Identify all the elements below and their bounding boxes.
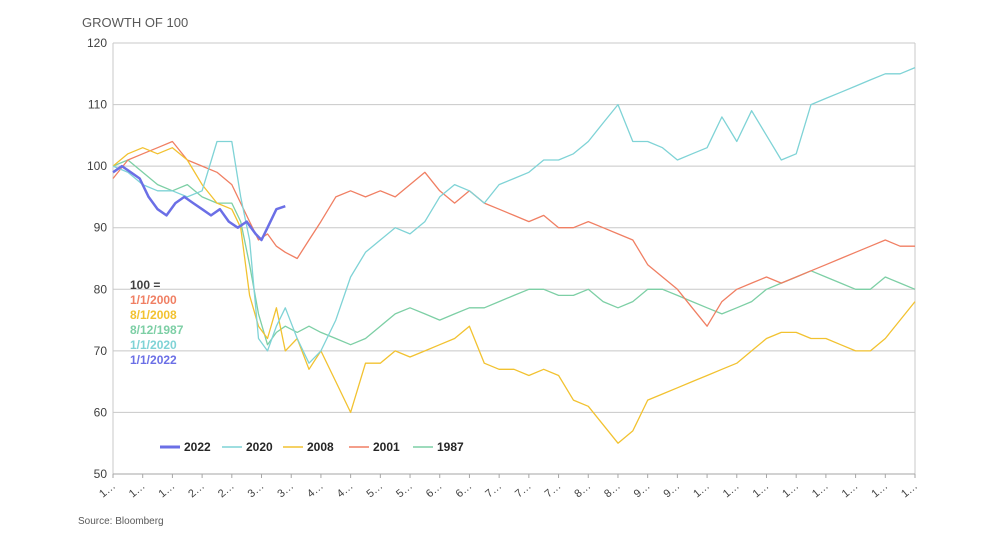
source-note: Source: Bloomberg: [78, 516, 164, 527]
x-axis: 1… 1… 1… 2… 2… 3… 3… 4… 4… 5… 5… 6… 6… 7… 7… 7… 8… 8… 9… 9……: [97, 474, 920, 500]
annotation-date: 1/1/2000: [130, 293, 177, 307]
x-tick-label: 1…: [97, 480, 118, 500]
x-tick-label: 3…: [275, 480, 296, 500]
y-axis: 50 60 70 80 90 100 110 120: [87, 36, 107, 481]
x-tick-label: 1…: [840, 480, 861, 500]
annotation-date: 8/1/2008: [130, 308, 177, 322]
x-tick-label: 6…: [454, 480, 475, 500]
series-line-2001: [112, 140, 915, 327]
y-tick-label: 80: [94, 282, 108, 296]
legend-label-2001: 2001: [373, 440, 400, 454]
x-tick-label: 3…: [246, 480, 267, 500]
x-tick-label: 1…: [780, 480, 801, 500]
x-tick-label: 1…: [721, 480, 742, 500]
x-tick-label: 1…: [691, 480, 712, 500]
chart-title: GROWTH OF 100: [82, 15, 188, 30]
legend-label-1987: 1987: [437, 440, 464, 454]
x-tick-label: 1…: [751, 480, 772, 500]
x-tick-label: 7…: [543, 480, 564, 500]
series-line-2008: [112, 147, 916, 444]
series-line-2022: [112, 164, 286, 242]
annotation-header: 100 =: [130, 278, 160, 292]
x-tick-label: 1…: [869, 480, 890, 500]
x-tick-label: 1…: [810, 480, 831, 500]
annotation-date: 1/1/2020: [130, 338, 177, 352]
legend-label-2022: 2022: [184, 440, 211, 454]
x-tick-label: 7…: [483, 480, 504, 500]
legend: 2022 2020 2008 2001 1987: [160, 440, 464, 454]
y-tick-label: 60: [94, 405, 108, 419]
x-tick-label: 4…: [335, 480, 356, 500]
series-line-1987: [112, 159, 916, 346]
legend-label-2020: 2020: [246, 440, 273, 454]
y-tick-label: 100: [87, 159, 107, 173]
y-tick-label: 90: [94, 221, 108, 235]
series-lines: [112, 66, 916, 444]
series-line-2020: [112, 66, 916, 364]
annotation-date: 1/1/2022: [130, 353, 177, 367]
x-tick-label: 2…: [186, 480, 207, 500]
x-tick-label: 9…: [632, 480, 653, 500]
base-date-annotation: 100 =1/1/20008/1/20088/12/19871/1/20201/…: [130, 278, 184, 367]
y-tick-label: 110: [88, 98, 107, 112]
x-tick-label: 6…: [424, 480, 445, 500]
x-tick-label: 4…: [305, 480, 326, 500]
y-tick-label: 120: [87, 36, 107, 50]
x-tick-label: 7…: [513, 480, 534, 500]
y-tick-label: 70: [94, 344, 108, 358]
x-tick-label: 1…: [157, 480, 178, 500]
x-tick-label: 8…: [572, 480, 593, 500]
x-tick-label: 5…: [364, 480, 385, 500]
annotation-date: 8/12/1987: [130, 323, 184, 337]
grid: [112, 42, 916, 475]
x-tick-label: 8…: [602, 480, 623, 500]
x-tick-label: 5…: [394, 480, 415, 500]
x-tick-label: 2…: [216, 480, 237, 500]
x-tick-label: 9…: [661, 480, 682, 500]
legend-label-2008: 2008: [307, 440, 334, 454]
x-tick-label: 1…: [127, 480, 148, 500]
x-tick-label: 1…: [899, 480, 920, 500]
y-tick-label: 50: [94, 467, 108, 481]
